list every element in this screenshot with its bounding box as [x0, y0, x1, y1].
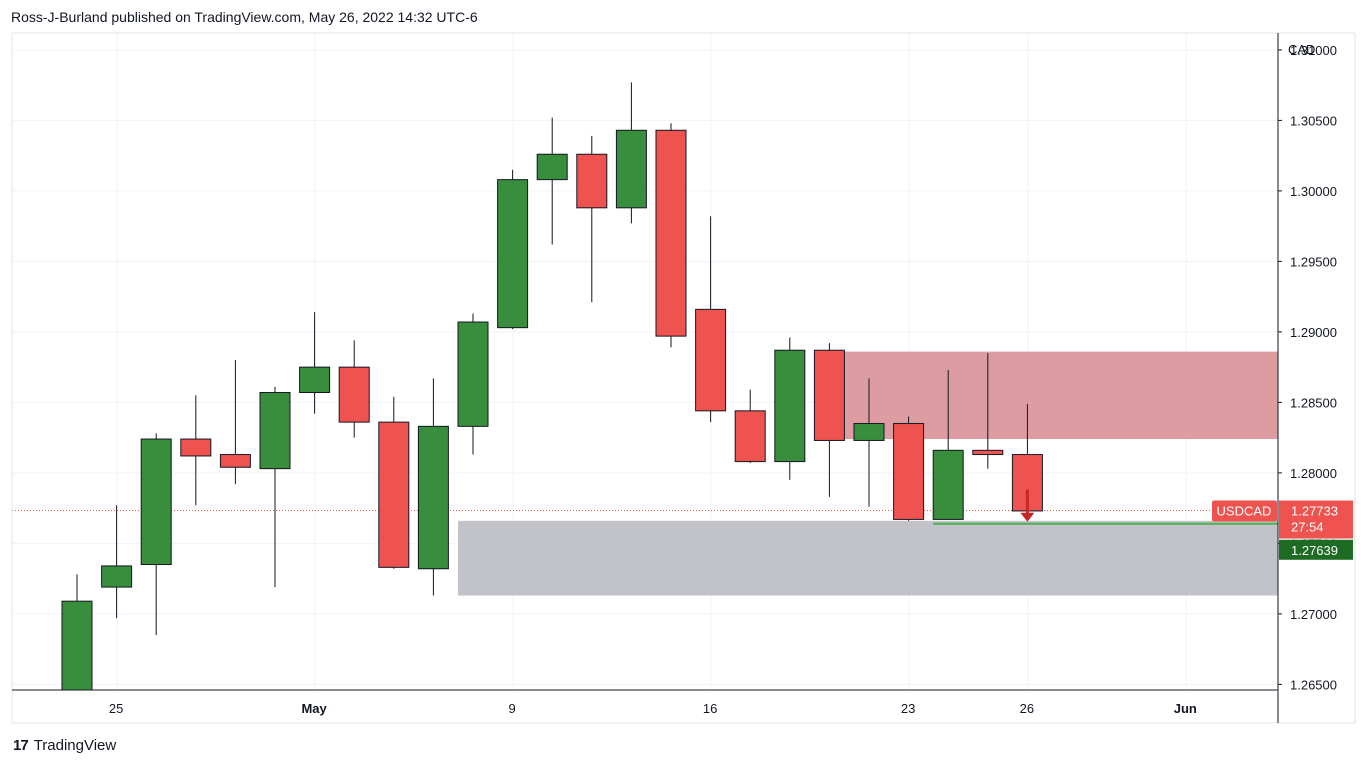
publisher-header: Ross-J-Burland published on TradingView.…	[11, 9, 478, 25]
bar-countdown-label: 27:54	[1291, 520, 1324, 535]
time-tick-label: Jun	[1174, 701, 1197, 716]
candle-2022-05-04	[378, 396, 410, 569]
support-price-badge	[1279, 539, 1353, 560]
tradingview-footer[interactable]: 17 TradingView	[13, 737, 116, 754]
candle-body-up	[417, 425, 449, 570]
candle-body-down	[219, 454, 251, 468]
candle-2022-05-17	[734, 389, 766, 464]
candle-body-up	[536, 153, 568, 181]
time-axis[interactable]: 25 May 9 16 23 26 Jun	[109, 701, 1197, 716]
candle-body-down	[893, 423, 925, 520]
candle-2022-05-18	[774, 337, 806, 480]
candle-body-down	[695, 308, 727, 412]
candle-body-down	[972, 449, 1004, 456]
candle-2022-05-09	[497, 169, 529, 330]
candle-body-down	[576, 153, 608, 209]
chart-frame	[11, 32, 1356, 724]
candles	[61, 82, 1043, 690]
candle-2022-05-12	[615, 82, 647, 224]
candle-2022-05-11	[576, 135, 608, 303]
candle-body-up	[774, 349, 806, 463]
price-axis[interactable]: 1.265001.270001.275001.280001.285001.290…	[1278, 43, 1337, 692]
candle-2022-05-20	[853, 378, 885, 507]
price-tick-label: 1.28500	[1290, 395, 1337, 410]
price-badges: USDCAD 1.27733 27:54 1.27639	[1212, 500, 1353, 560]
candle-body-up	[853, 423, 885, 441]
resistance-zone	[814, 351, 1278, 440]
price-tick-label: 1.29500	[1290, 254, 1337, 269]
candle-body-down	[655, 129, 687, 337]
candle-2022-05-02	[299, 312, 331, 414]
candle-2022-05-25	[972, 353, 1004, 469]
candle-body-down	[338, 366, 370, 423]
currency-label: CAD	[1288, 42, 1315, 57]
candle-2022-05-10	[536, 117, 568, 245]
candle-2022-05-19	[813, 343, 845, 497]
candle-2022-04-27	[180, 395, 212, 506]
support-zone	[458, 520, 1278, 596]
candle-2022-05-13	[655, 123, 687, 348]
candle-2022-05-16	[695, 216, 727, 423]
candle-2022-05-23	[893, 416, 925, 521]
price-tick-label: 1.31000	[1290, 43, 1337, 58]
candle-body-up	[932, 449, 964, 520]
time-tick-label: 9	[508, 701, 515, 716]
price-tick-label: 1.26500	[1290, 677, 1337, 692]
candle-body-up	[299, 366, 331, 394]
candle-2022-05-06	[457, 313, 489, 455]
last-price-badge	[1279, 500, 1353, 539]
candle-body-up	[101, 565, 133, 588]
candle-2022-05-03	[338, 340, 370, 438]
price-tick-label: 1.29000	[1290, 325, 1337, 340]
candle-body-up	[497, 179, 529, 329]
support-price-label: 1.27639	[1291, 543, 1338, 558]
price-tick-label: 1.27000	[1290, 607, 1337, 622]
tradingview-logo-icon: 17	[13, 737, 29, 754]
candle-2022-04-28	[219, 360, 251, 485]
last-price-label: 1.27733	[1291, 504, 1338, 519]
price-tick-label: 1.30500	[1290, 113, 1337, 128]
candle-body-down	[813, 349, 845, 441]
candle-2022-04-22	[61, 574, 93, 690]
time-tick-label: 25	[109, 701, 123, 716]
candle-body-down	[378, 421, 410, 568]
symbol-badge	[1212, 500, 1277, 522]
down-arrow-icon	[1020, 489, 1035, 522]
arrow-head	[1020, 512, 1035, 522]
candle-body-up	[615, 129, 647, 209]
candle-2022-05-05	[417, 378, 449, 596]
time-tick-label: May	[301, 701, 327, 716]
candle-2022-04-25	[101, 505, 133, 619]
time-tick-label: 23	[901, 701, 915, 716]
candle-2022-04-29	[259, 386, 291, 588]
time-tick-label: 26	[1020, 701, 1034, 716]
time-tick-label: 16	[703, 701, 717, 716]
candle-body-up	[140, 438, 172, 566]
candle-2022-05-24	[932, 369, 964, 520]
price-tick-label: 1.30000	[1290, 184, 1337, 199]
candle-body-down	[734, 410, 766, 463]
tradingview-brand: TradingView	[33, 737, 117, 754]
price-zones	[458, 351, 1278, 596]
candle-body-down	[180, 438, 212, 457]
candle-body-up	[61, 600, 93, 690]
price-tick-label: 1.28000	[1290, 466, 1337, 481]
candle-2022-04-26	[140, 433, 172, 636]
candle-body-up	[259, 392, 291, 470]
candle-body-up	[457, 321, 489, 427]
symbol-badge-label: USDCAD	[1217, 504, 1272, 519]
